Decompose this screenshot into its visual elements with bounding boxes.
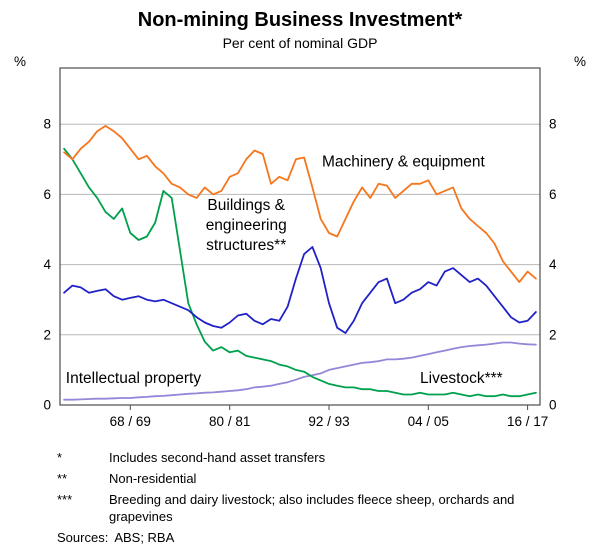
y-tick-label-left: 8 — [43, 117, 51, 132]
series-line-machinery — [63, 125, 537, 284]
y-tick-label-right: 8 — [549, 117, 557, 132]
footnote-marker: Sources: — [57, 529, 109, 545]
series-line-ip — [63, 341, 537, 401]
footnote-row: * Includes second-hand asset transfers — [0, 450, 600, 467]
footnote-row: *** Breeding and dairy livestock; also in… — [0, 492, 600, 526]
y-tick-label-left: 2 — [43, 327, 51, 342]
y-tick-label-left: 4 — [43, 257, 51, 272]
plot-border — [59, 67, 541, 406]
y-unit-right: % — [574, 54, 586, 69]
series-label-ip: Intellectual property — [66, 370, 202, 387]
footnote-marker: * — [57, 450, 63, 465]
series-label-buildings: Buildings & — [207, 197, 285, 214]
series-label-livestock: Livestock*** — [420, 370, 503, 387]
y-tick-label-right: 4 — [549, 257, 557, 272]
x-tick-label: 92 / 93 — [308, 414, 349, 429]
footnotes: * Includes second-hand asset transfers ** N… — [0, 450, 600, 546]
footnote-text: Includes second-hand asset transfers — [109, 450, 326, 465]
series-label-machinery: Machinery & equipment — [322, 153, 486, 170]
footnote-row: ** Non-residential — [0, 471, 600, 488]
x-tick-label: 16 / 17 — [507, 414, 548, 429]
x-tick-label: 04 / 05 — [408, 414, 449, 429]
series-label-buildings: structures** — [206, 237, 286, 254]
chart-title: Non-mining Business Investment* — [137, 9, 463, 31]
y-tick-label-left: 6 — [43, 187, 51, 202]
x-tick-label: 68 / 69 — [110, 414, 151, 429]
series-label-buildings: engineering — [206, 217, 287, 234]
y-unit-left: % — [14, 54, 26, 69]
y-tick-label-right: 0 — [549, 398, 557, 413]
chart-figure: Non-mining Business Investment* Per cent… — [0, 8, 600, 546]
chart-subtitle: Per cent of nominal GDP — [222, 35, 378, 51]
x-tick-label: 80 / 81 — [209, 414, 250, 429]
series-line-livestock — [63, 147, 537, 398]
y-tick-label-right: 2 — [549, 327, 557, 342]
y-tick-label-right: 6 — [549, 187, 557, 202]
footnote-marker: *** — [57, 491, 73, 507]
footnote-text: Breeding and dairy livestock; also inclu… — [109, 491, 515, 524]
plot-area: 0 0 2 2 4 4 6 6 8 8% % 68 / 69 80 / 81 92 / 93 04 / 05… — [14, 54, 586, 429]
footnote-text: ABS; RBA — [114, 529, 175, 545]
footnote-text: Non-residential — [109, 470, 197, 486]
series-line-buildings — [63, 246, 537, 334]
footnote-marker: ** — [57, 470, 68, 486]
y-tick-label-left: 0 — [43, 398, 51, 413]
sources-row: Sources: ABS; RBA — [0, 530, 600, 547]
